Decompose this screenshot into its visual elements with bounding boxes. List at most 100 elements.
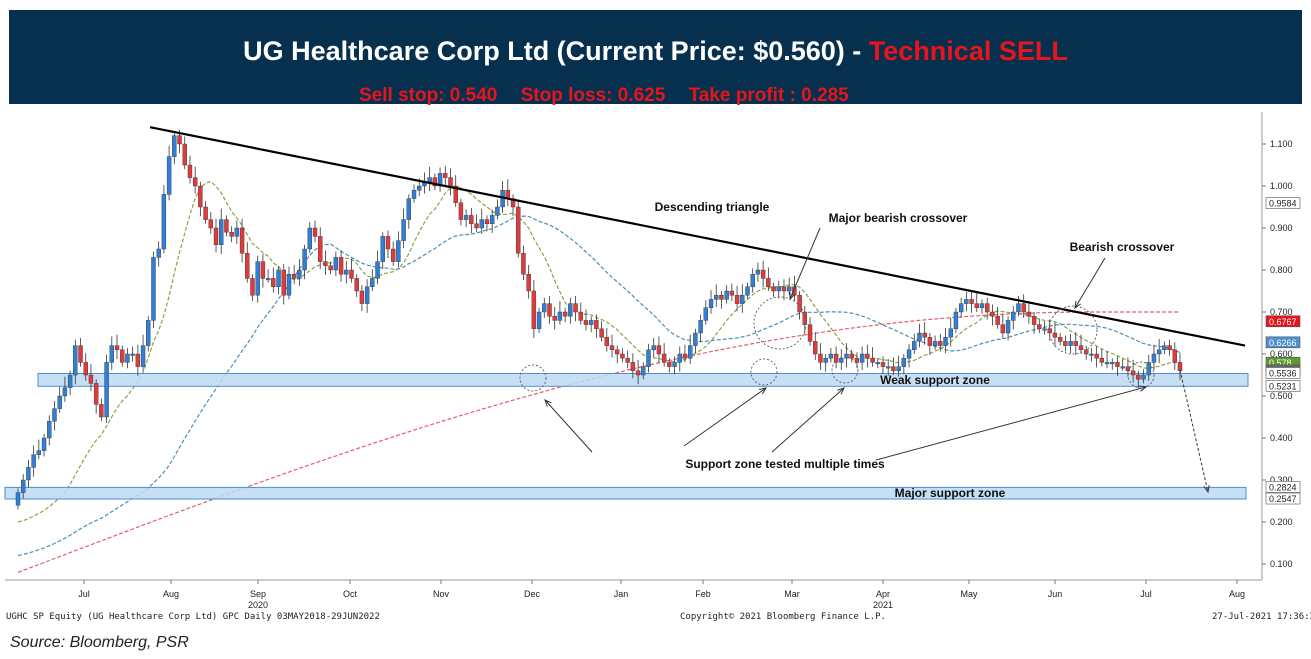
arrow-head: [759, 387, 768, 395]
candle-body: [417, 185, 422, 191]
annotation-arrow: [544, 399, 593, 453]
candle-body: [875, 362, 880, 365]
candle-body: [213, 227, 219, 245]
candle-body: [1130, 370, 1136, 376]
price-tag: [1265, 197, 1301, 209]
candle-body: [687, 345, 693, 359]
candle-body: [224, 219, 229, 233]
candle-body: [406, 198, 412, 220]
candle-body: [583, 320, 589, 325]
candle-body: [286, 274, 292, 296]
candle-body: [922, 332, 927, 338]
price-tick-label: 0.800: [1270, 265, 1293, 275]
candle-body: [578, 311, 583, 321]
candle-body: [1104, 362, 1110, 365]
trade-levels: Sell stop: 0.540 Stop loss: 0.625 Take p…: [359, 85, 867, 107]
candle-body: [828, 353, 834, 359]
candle-body: [750, 274, 755, 288]
candle-body: [495, 206, 500, 216]
candle-body: [964, 299, 969, 304]
candle-body: [93, 383, 99, 405]
candle-body: [1042, 328, 1047, 331]
candle-body: [823, 358, 828, 363]
candle-body: [1151, 353, 1157, 363]
candle-body: [562, 311, 568, 317]
candle-body: [557, 311, 563, 321]
price-tag-label: 0.9584: [1269, 198, 1297, 208]
candle-body: [938, 341, 943, 346]
annotation-arrow: [789, 227, 821, 300]
candle-body: [620, 353, 625, 359]
candle-body: [411, 189, 417, 199]
candle-body: [297, 269, 302, 279]
candle-body: [489, 215, 495, 224]
candle-body: [609, 345, 615, 351]
candle-body: [526, 274, 531, 292]
candle-body: [234, 227, 240, 237]
price-tag-label: 0.5536: [1269, 368, 1297, 378]
price-tag: [1265, 481, 1301, 493]
candle-body: [604, 337, 610, 346]
short-moving-average: [17, 180, 1180, 523]
candle-body: [536, 311, 542, 329]
candle-body: [760, 269, 766, 279]
price-tick-label: 0.600: [1270, 349, 1293, 359]
candle-body: [615, 349, 620, 355]
candle-body: [453, 185, 458, 203]
candle-body: [677, 353, 682, 363]
candle-body: [182, 143, 187, 166]
candle-body: [552, 316, 557, 321]
candle-body: [73, 345, 78, 376]
candle-body: [708, 299, 714, 308]
candle-body: [802, 311, 808, 325]
candle-body: [755, 269, 761, 275]
price-tag: [1265, 367, 1301, 379]
candle-body: [52, 408, 57, 422]
candle-body: [734, 295, 740, 304]
candle-body: [1110, 362, 1115, 365]
candle-body: [740, 295, 745, 304]
price-tag-label: 0.578: [1269, 358, 1292, 368]
candle-body: [463, 215, 469, 220]
candle-body: [599, 328, 604, 338]
candle-body: [1026, 311, 1032, 317]
candle-body: [109, 345, 114, 363]
month-label: Dec: [524, 589, 541, 599]
candle-body: [531, 290, 537, 329]
candle-body: [573, 303, 578, 313]
candle-body: [672, 362, 677, 367]
candle-body: [130, 353, 135, 356]
candle-body: [547, 303, 552, 317]
arrow-head: [544, 399, 552, 407]
candle-body: [1000, 324, 1006, 334]
candle-body: [427, 177, 432, 183]
crossover-circle: [753, 296, 807, 350]
arrow-head: [1203, 485, 1210, 494]
candle-body: [26, 467, 31, 481]
month-label: Jun: [1048, 589, 1063, 599]
candle-body: [88, 374, 94, 384]
candle-body: [380, 236, 385, 262]
crossover-circle: [1048, 305, 1098, 355]
mid-moving-average: [17, 215, 1181, 557]
candle-body: [281, 269, 286, 296]
annotation-text: Major bearish crossover: [829, 211, 968, 225]
candle-body: [667, 362, 672, 367]
candle-body: [797, 295, 802, 313]
candle-body: [698, 320, 703, 334]
month-label: Nov: [433, 589, 450, 599]
candle-body: [859, 353, 865, 363]
candle-body: [161, 194, 167, 250]
candle-body: [948, 328, 953, 338]
price-tag: [1265, 315, 1301, 328]
candle-body: [140, 345, 146, 367]
candle-body: [67, 374, 73, 388]
price-tick-label: 1.000: [1270, 181, 1293, 191]
candle-body: [312, 227, 318, 237]
candle-body: [781, 286, 787, 292]
candle-body: [1162, 345, 1167, 351]
arrow-head: [1074, 300, 1081, 310]
support-zone-band: [4, 486, 1247, 500]
candle-body: [1021, 303, 1026, 313]
title-banner: UG Healthcare Corp Ltd (Current Price: $…: [9, 10, 1302, 107]
